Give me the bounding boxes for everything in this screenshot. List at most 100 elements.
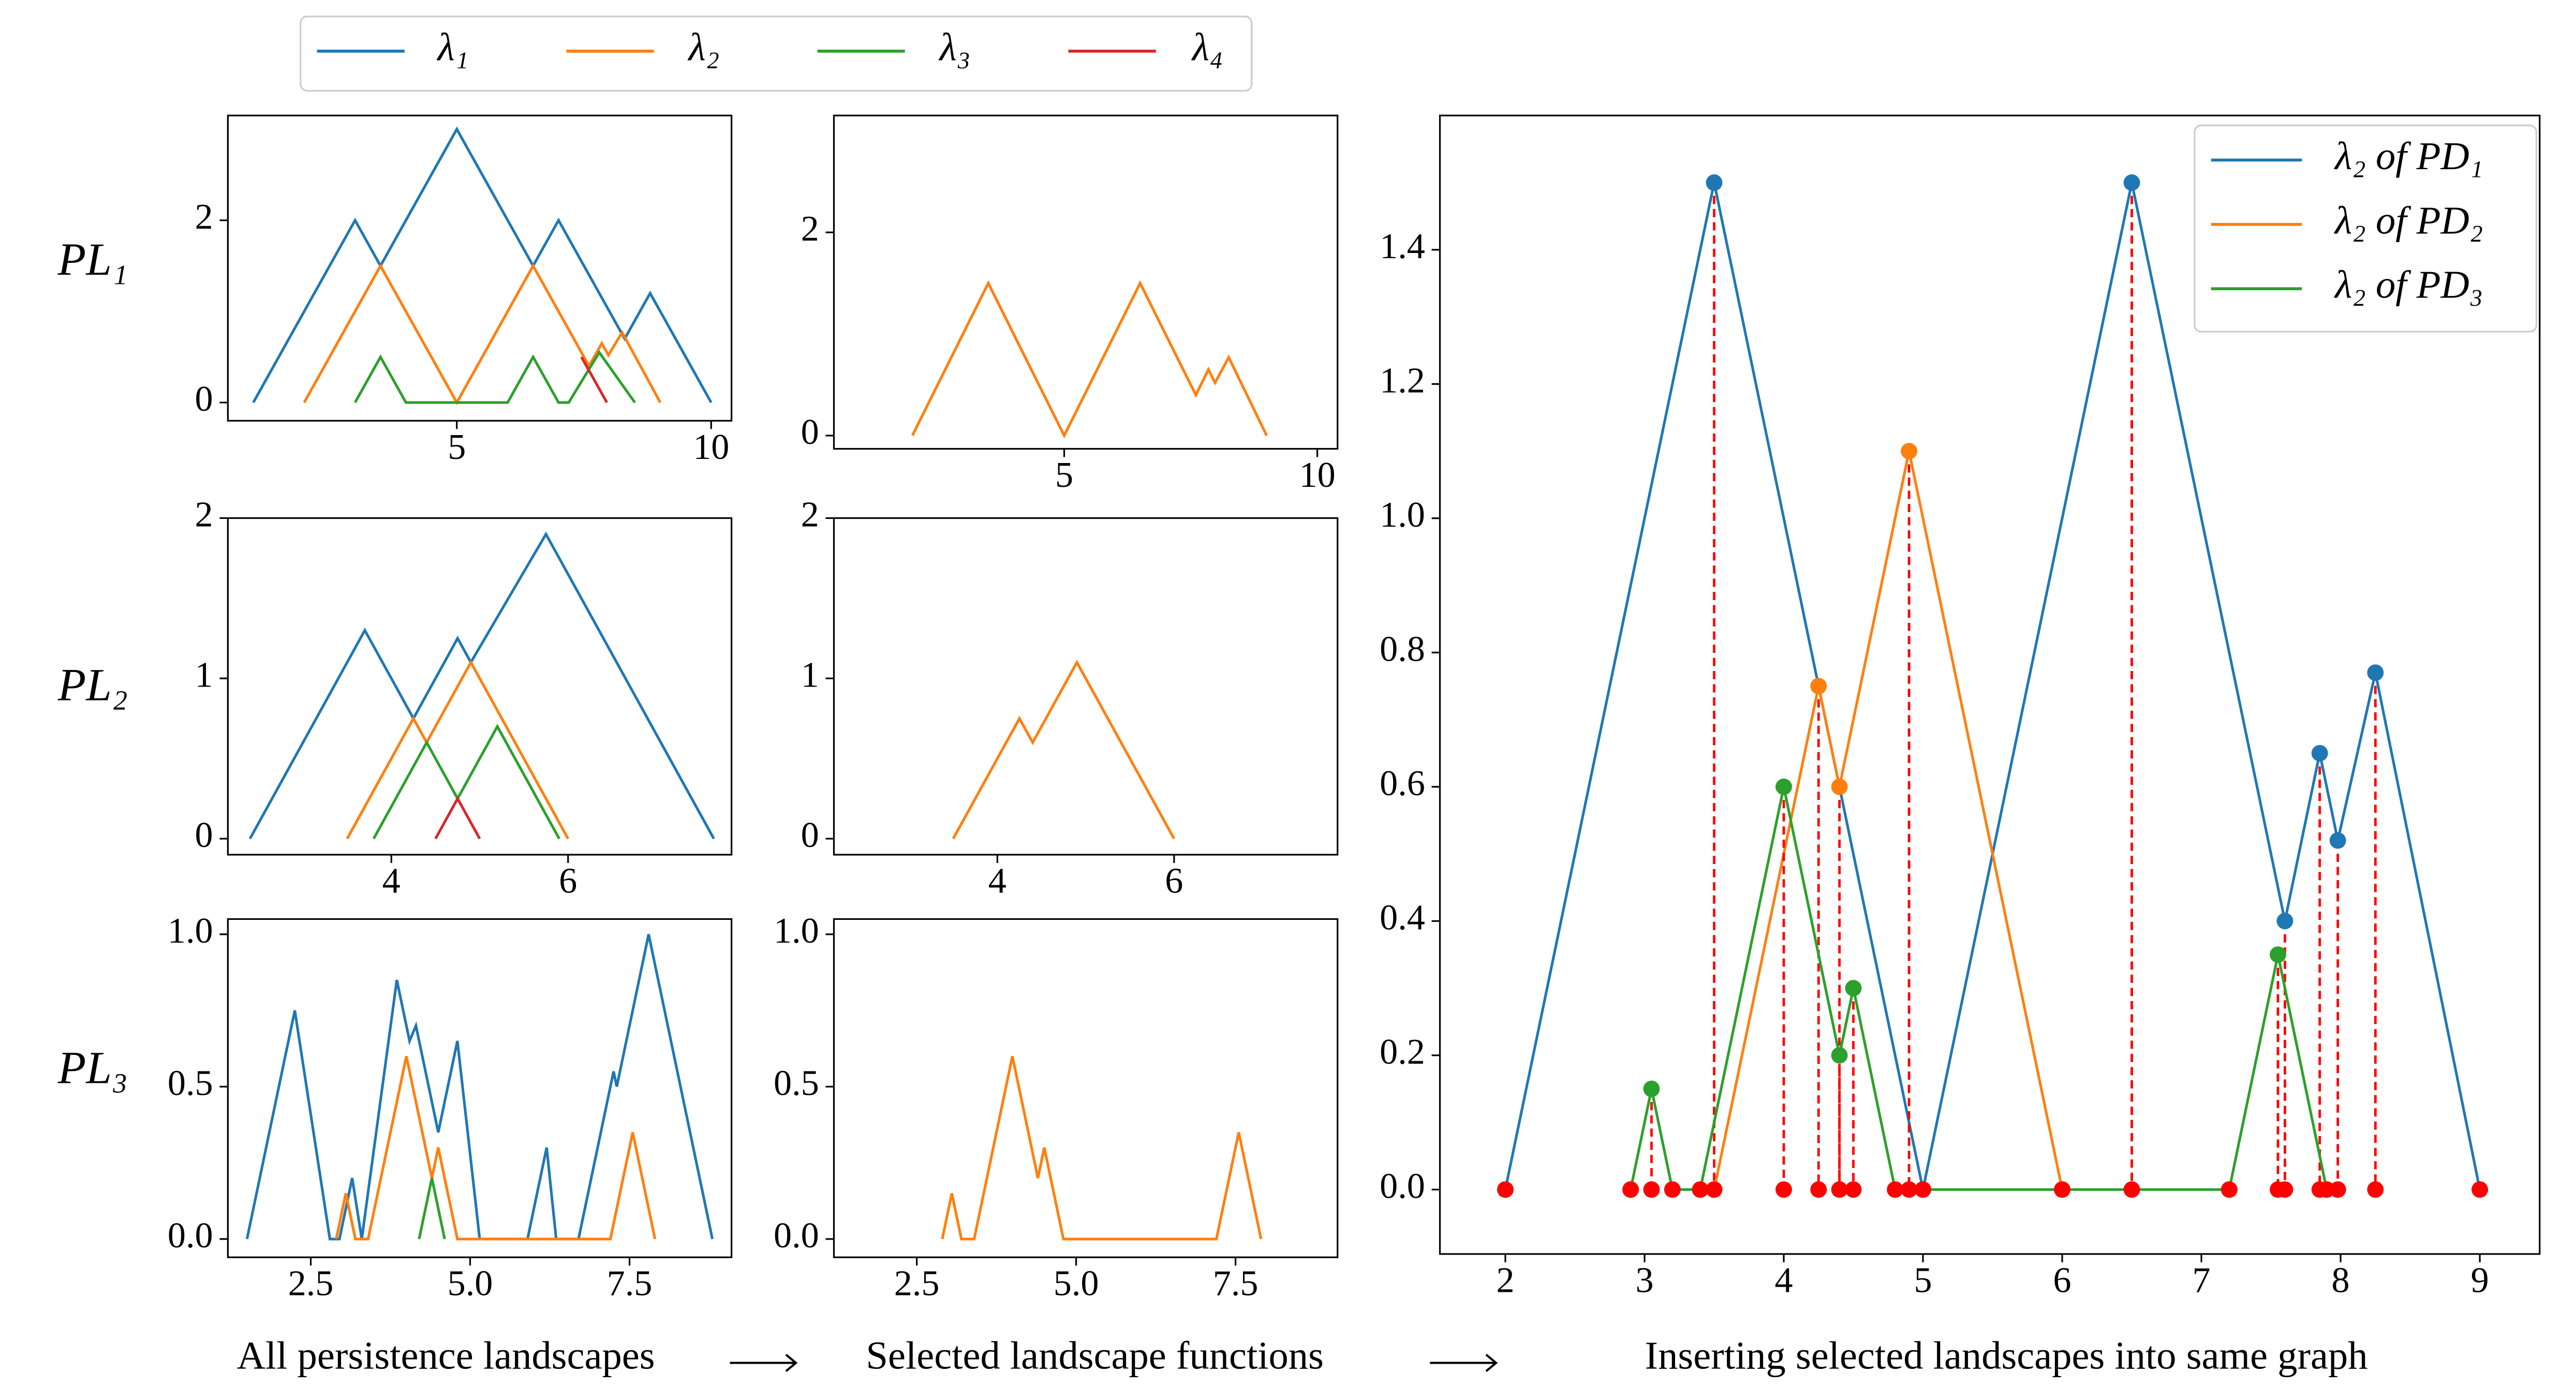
chart: 2 3 4 5 6 7 8 9 0.0 0.2 0.4 0.6 0.8 1.0 1.2 1.4 λ₂ of PD… xyxy=(1380,114,2541,1300)
x-tick-label: 10 xyxy=(1299,455,1336,495)
legend-label: λ₂ of PD₃ xyxy=(2334,263,2483,307)
x-tick-label: 4 xyxy=(1774,1260,1793,1300)
y-tick-label: 0 xyxy=(801,815,819,855)
point xyxy=(1775,1181,1792,1198)
series-line xyxy=(346,659,569,840)
point xyxy=(1831,1047,1848,1064)
point xyxy=(1831,1181,1848,1198)
caption: Inserting selected landscapes into same … xyxy=(1645,1334,2368,1378)
y-tick-label: 1.0 xyxy=(168,911,213,951)
y-tick-label: 0 xyxy=(195,379,213,419)
x-tick-label: 5.0 xyxy=(448,1263,493,1304)
chart: 5 10 0 2 xyxy=(195,114,733,467)
point xyxy=(1643,1080,1660,1097)
chart: 2.5 5.0 7.5 0.0 0.5 1.0 xyxy=(774,911,1339,1304)
x-tick-label: 4 xyxy=(382,861,401,901)
x-tick-label: 2 xyxy=(1496,1260,1514,1300)
series-line xyxy=(248,531,715,840)
y-tick-label: 0.0 xyxy=(168,1215,213,1256)
plot-frame xyxy=(227,114,733,422)
chart: 4 6 0 1 2 xyxy=(801,495,1339,901)
legend-label: λ₂ of PD₂ xyxy=(2334,198,2483,242)
plot-frame xyxy=(833,918,1339,1258)
series-line xyxy=(941,1055,1263,1241)
y-tick-label: 1 xyxy=(195,654,213,695)
legend-label: λ₄ xyxy=(1191,25,1223,69)
point xyxy=(1706,1181,1723,1198)
y-tick-label: 0.8 xyxy=(1380,629,1425,669)
point xyxy=(1497,1181,1514,1198)
point xyxy=(2220,1181,2238,1198)
point xyxy=(1775,778,1792,795)
plot-frame xyxy=(833,114,1339,450)
series-line xyxy=(252,126,713,404)
point xyxy=(2054,1181,2071,1198)
y-tick-label: 0.0 xyxy=(774,1215,819,1256)
chart: 4 6 0 1 2 xyxy=(195,495,733,901)
x-tick-label: 2.5 xyxy=(288,1263,334,1304)
x-tick-label: 6 xyxy=(1165,861,1183,901)
y-tick-label: 0.0 xyxy=(1380,1166,1425,1206)
y-tick-label: 2 xyxy=(195,197,213,237)
series-line xyxy=(303,263,662,406)
legend-label: λ₂ of PD₁ xyxy=(2334,134,2483,178)
point xyxy=(2123,1181,2140,1198)
y-tick-label: 1.2 xyxy=(1380,360,1425,400)
legend-label: λ₃ xyxy=(939,25,971,69)
legend-label: λ₁ xyxy=(437,25,469,69)
x-tick-label: 5 xyxy=(448,427,466,467)
point xyxy=(1845,1181,1862,1198)
point xyxy=(2270,946,2287,963)
point xyxy=(1845,980,1862,996)
series-line xyxy=(1504,182,2481,1190)
x-tick-label: 7.5 xyxy=(1213,1263,1259,1304)
point xyxy=(1810,678,1827,695)
y-tick-label: 2 xyxy=(801,208,819,249)
chart: 2.5 5.0 7.5 0.0 0.5 1.0 xyxy=(168,911,733,1304)
y-tick-label: 0.4 xyxy=(1380,897,1425,937)
point xyxy=(1887,1181,1904,1198)
y-tick-label: 1 xyxy=(801,654,819,695)
plot-frame xyxy=(227,517,733,856)
point xyxy=(1810,1181,1827,1198)
caption: Selected landscape functions xyxy=(866,1334,1323,1378)
y-tick-label: 2 xyxy=(801,495,819,535)
point xyxy=(2329,832,2346,849)
y-tick-label: 0.5 xyxy=(774,1063,819,1104)
series-line xyxy=(1713,451,2064,1190)
y-tick-label: 1.0 xyxy=(1380,495,1425,535)
top-legend-frame xyxy=(300,16,1253,92)
point xyxy=(1664,1181,1681,1198)
point xyxy=(1622,1181,1639,1198)
x-tick-label: 6 xyxy=(559,861,577,901)
point xyxy=(2311,744,2328,762)
y-tick-label: 2 xyxy=(195,495,213,535)
caption: All persistence landscapes xyxy=(237,1334,655,1378)
chart: 5 10 0 2 xyxy=(801,114,1339,495)
y-tick-label: 0 xyxy=(195,815,213,855)
series-line xyxy=(952,659,1176,840)
x-tick-label: 4 xyxy=(988,861,1006,901)
point xyxy=(1643,1181,1660,1198)
point xyxy=(2367,1181,2384,1198)
point xyxy=(2471,1181,2489,1198)
point xyxy=(1706,174,1723,191)
arrow xyxy=(730,1353,1498,1372)
x-tick-label: 6 xyxy=(2053,1260,2071,1300)
row-label: PL₃ xyxy=(57,1042,128,1094)
y-tick-label: 0.6 xyxy=(1380,763,1425,803)
point xyxy=(2276,913,2293,930)
x-tick-label: 8 xyxy=(2332,1260,2350,1300)
point xyxy=(1692,1181,1709,1198)
y-tick-label: 1.0 xyxy=(774,911,819,951)
x-tick-label: 5 xyxy=(1055,455,1073,495)
x-tick-label: 9 xyxy=(2471,1260,2489,1300)
y-tick-label: 0.2 xyxy=(1380,1032,1425,1072)
legend-frame xyxy=(2194,124,2538,333)
row-label: PL₁ xyxy=(57,234,128,285)
x-tick-label: 5.0 xyxy=(1054,1263,1099,1304)
series-line xyxy=(580,356,608,404)
y-tick-label: 0 xyxy=(801,412,819,452)
series-line xyxy=(434,796,481,840)
